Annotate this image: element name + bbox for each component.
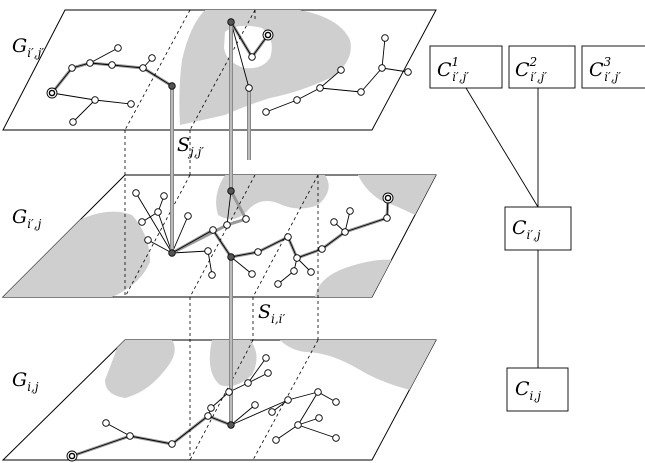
vertical-connectors bbox=[170, 22, 251, 425]
tree-node-c1: C1 i′,j′ bbox=[429, 45, 503, 89]
svg-text:Ci,j: Ci,j bbox=[515, 378, 541, 403]
region-bottom-left bbox=[105, 340, 175, 398]
plane-bottom bbox=[1, 339, 437, 461]
tree-node-c2: C2 i′,j′ bbox=[508, 45, 576, 89]
region-middle-bottom bbox=[315, 259, 392, 297]
terminal-nodes bbox=[46, 29, 394, 462]
svg-text:C2i′,j′: C2 i′,j′ bbox=[515, 55, 547, 84]
svg-text:C1i′,j′: C1 i′,j′ bbox=[437, 55, 469, 84]
tree-node-c3: C3 i′,j′ bbox=[581, 45, 645, 89]
plane-bottom-label: Gi,j bbox=[12, 369, 39, 394]
plane-middle bbox=[1, 174, 437, 298]
middle-path-outline bbox=[171, 197, 389, 259]
separator-upper-label: Sj,j′ bbox=[177, 134, 204, 159]
graph-nodes bbox=[68, 34, 412, 448]
region-bottom-center bbox=[209, 340, 257, 387]
region-middle-left bbox=[3, 211, 150, 297]
region-top-hole bbox=[224, 25, 272, 69]
plane-top-label: Gi′,j′ bbox=[12, 35, 44, 60]
plane-middle-label: Gi′,j bbox=[12, 206, 42, 231]
separator-nodes bbox=[168, 18, 235, 429]
svg-text:Ci′,j: Ci′,j bbox=[512, 217, 541, 242]
tree-node-mid: Ci′,j bbox=[504, 206, 572, 251]
region-middle-right bbox=[358, 175, 436, 215]
tree-edges bbox=[465, 87, 539, 368]
plane-top bbox=[2, 9, 437, 131]
decomposition-tree: C1 i′,j′ C2 i′,j′ C3 i′,j′ Ci′,j Ci,j bbox=[429, 45, 645, 412]
region-bottom-right bbox=[280, 340, 436, 390]
separator-upper-prism bbox=[124, 9, 256, 298]
separator-lower-label: Si,i′ bbox=[258, 301, 286, 326]
tree-node-leaf: Ci,j bbox=[506, 367, 569, 412]
svg-text:C3i′,j′: C3 i′,j′ bbox=[589, 55, 621, 84]
region-top-shape bbox=[179, 10, 351, 125]
